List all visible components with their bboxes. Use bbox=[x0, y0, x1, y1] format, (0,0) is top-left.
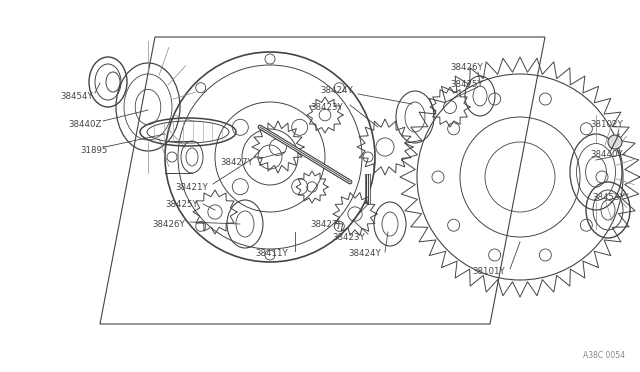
Text: 38421Y: 38421Y bbox=[175, 183, 208, 192]
Text: 38423Y: 38423Y bbox=[332, 232, 365, 241]
Text: 38453Y: 38453Y bbox=[592, 192, 625, 202]
Circle shape bbox=[608, 135, 622, 149]
Text: 38426Y: 38426Y bbox=[450, 62, 483, 71]
Text: 38454Y: 38454Y bbox=[60, 92, 93, 100]
Text: A38C 0054: A38C 0054 bbox=[583, 351, 625, 360]
Text: 38440Y: 38440Y bbox=[590, 150, 623, 158]
Text: 38440Z: 38440Z bbox=[68, 119, 101, 128]
Text: 38425Y: 38425Y bbox=[450, 80, 483, 89]
Text: 38102Y: 38102Y bbox=[590, 119, 623, 128]
Text: 38424Y: 38424Y bbox=[348, 250, 381, 259]
Text: 38411Y: 38411Y bbox=[255, 250, 288, 259]
Text: 38425Y: 38425Y bbox=[165, 199, 198, 208]
Text: 38423Y: 38423Y bbox=[310, 103, 343, 112]
Text: 38424Y: 38424Y bbox=[320, 86, 353, 94]
Text: 38427J: 38427J bbox=[310, 219, 340, 228]
Text: 38427Y: 38427Y bbox=[220, 157, 253, 167]
Text: 31895: 31895 bbox=[80, 145, 108, 154]
Text: 38426Y: 38426Y bbox=[152, 219, 185, 228]
Text: 38101Y: 38101Y bbox=[472, 267, 505, 276]
